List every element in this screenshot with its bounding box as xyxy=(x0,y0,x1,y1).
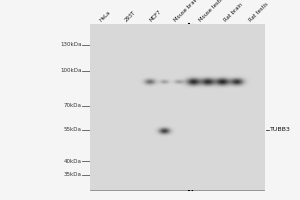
Text: 293T: 293T xyxy=(124,10,137,23)
Text: HeLa: HeLa xyxy=(99,10,112,23)
Text: TUBB3: TUBB3 xyxy=(270,127,291,132)
Text: 55kDa: 55kDa xyxy=(64,127,82,132)
Text: Rat brain: Rat brain xyxy=(223,2,244,23)
Text: 40kDa: 40kDa xyxy=(64,159,82,164)
Text: Mouse testis: Mouse testis xyxy=(198,0,225,23)
Text: 70kDa: 70kDa xyxy=(64,103,82,108)
FancyBboxPatch shape xyxy=(90,24,264,190)
Text: MCF7: MCF7 xyxy=(148,9,162,23)
Text: Mouse brain: Mouse brain xyxy=(173,0,200,23)
Text: 100kDa: 100kDa xyxy=(60,68,82,73)
Text: Rat testis: Rat testis xyxy=(248,2,269,23)
Text: 35kDa: 35kDa xyxy=(64,172,82,177)
Text: 130kDa: 130kDa xyxy=(60,42,82,47)
